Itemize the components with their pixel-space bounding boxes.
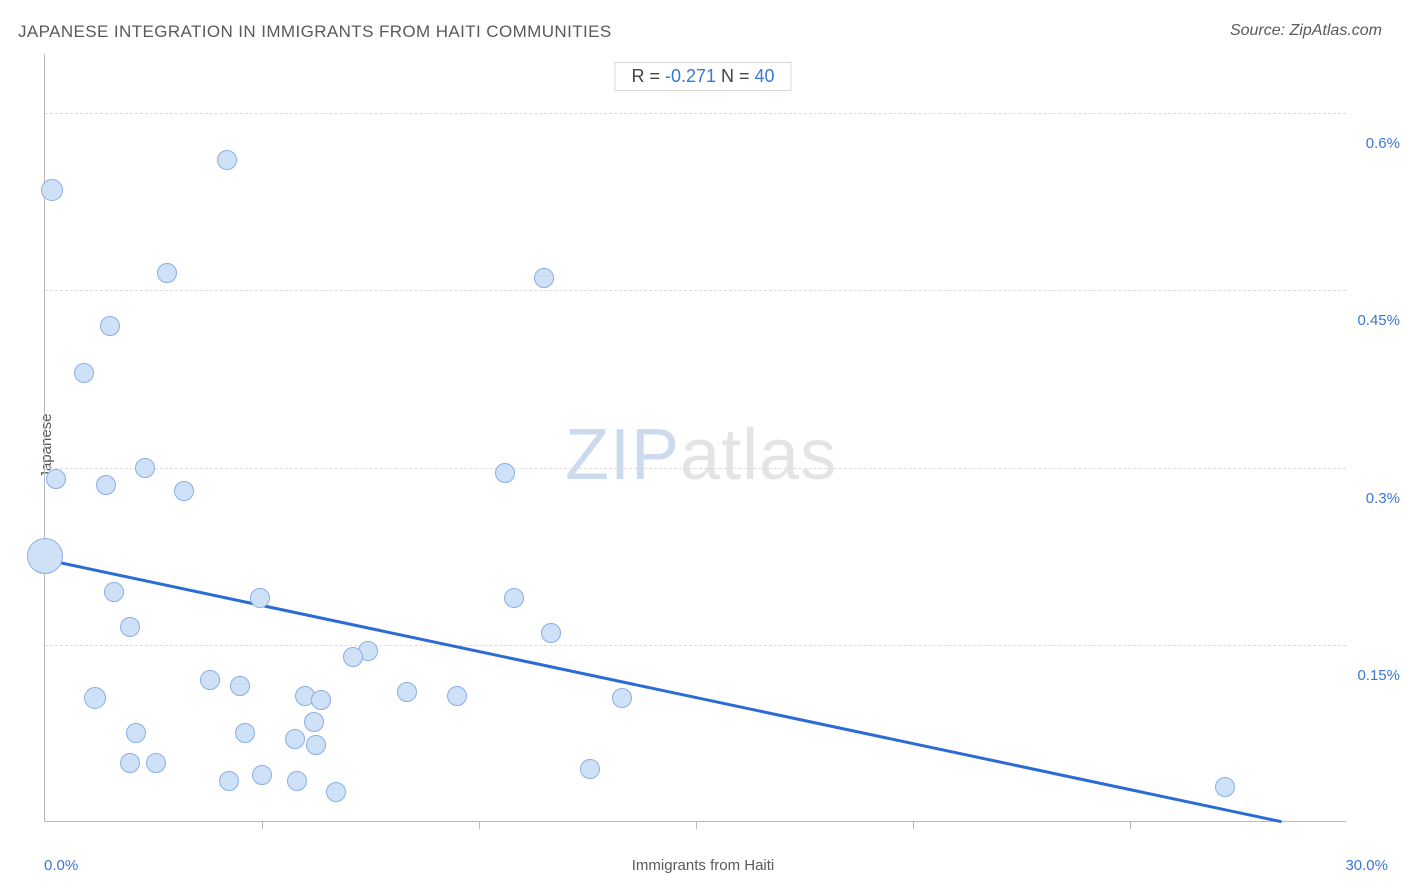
watermark: ZIPatlas — [565, 414, 837, 496]
scatter-point — [230, 676, 250, 696]
scatter-point — [96, 475, 116, 495]
n-label: N = — [716, 66, 755, 86]
x-tick — [1130, 821, 1131, 829]
r-value: -0.271 — [665, 66, 716, 86]
gridline — [45, 290, 1346, 291]
scatter-point — [46, 469, 66, 489]
y-tick-label: 0.6% — [1366, 135, 1400, 152]
watermark-atlas: atlas — [680, 415, 837, 495]
n-value: 40 — [755, 66, 775, 86]
scatter-point — [397, 682, 417, 702]
gridline — [45, 113, 1346, 114]
scatter-point — [343, 647, 363, 667]
x-min-label: 0.0% — [44, 857, 78, 874]
scatter-point — [41, 179, 63, 201]
scatter-point — [250, 588, 270, 608]
scatter-point — [174, 481, 194, 501]
scatter-point — [534, 268, 554, 288]
x-max-label: 30.0% — [1345, 857, 1388, 874]
scatter-point — [580, 759, 600, 779]
scatter-point — [100, 316, 120, 336]
scatter-point — [27, 538, 63, 574]
y-tick-label: 0.3% — [1366, 490, 1400, 507]
scatter-point — [287, 771, 307, 791]
scatter-point — [326, 782, 346, 802]
x-tick — [479, 821, 480, 829]
scatter-point — [200, 670, 220, 690]
x-tick — [913, 821, 914, 829]
scatter-point — [1215, 777, 1235, 797]
scatter-point — [495, 463, 515, 483]
scatter-plot-area: ZIPatlas 0.15%0.3%0.45%0.6% — [44, 54, 1346, 822]
scatter-point — [120, 617, 140, 637]
scatter-point — [120, 753, 140, 773]
scatter-point — [84, 687, 106, 709]
scatter-point — [252, 765, 272, 785]
scatter-point — [104, 582, 124, 602]
scatter-point — [306, 735, 326, 755]
watermark-zip: ZIP — [565, 415, 680, 495]
gridline — [45, 645, 1346, 646]
scatter-point — [157, 263, 177, 283]
scatter-point — [311, 690, 331, 710]
y-tick-label: 0.15% — [1357, 667, 1400, 684]
scatter-point — [541, 623, 561, 643]
x-axis-label: Immigrants from Haiti — [632, 857, 775, 874]
scatter-point — [135, 458, 155, 478]
scatter-point — [285, 729, 305, 749]
scatter-point — [217, 150, 237, 170]
x-tick — [696, 821, 697, 829]
chart-title: JAPANESE INTEGRATION IN IMMIGRANTS FROM … — [18, 22, 612, 42]
scatter-point — [146, 753, 166, 773]
scatter-point — [612, 688, 632, 708]
gridline — [45, 468, 1346, 469]
stats-box: R = -0.271 N = 40 — [614, 62, 791, 91]
x-tick — [262, 821, 263, 829]
scatter-point — [74, 363, 94, 383]
scatter-point — [126, 723, 146, 743]
scatter-point — [235, 723, 255, 743]
y-tick-label: 0.45% — [1357, 312, 1400, 329]
scatter-point — [447, 686, 467, 706]
scatter-point — [504, 588, 524, 608]
scatter-point — [304, 712, 324, 732]
r-label: R = — [631, 66, 665, 86]
scatter-point — [219, 771, 239, 791]
source-credit: Source: ZipAtlas.com — [1230, 22, 1382, 40]
